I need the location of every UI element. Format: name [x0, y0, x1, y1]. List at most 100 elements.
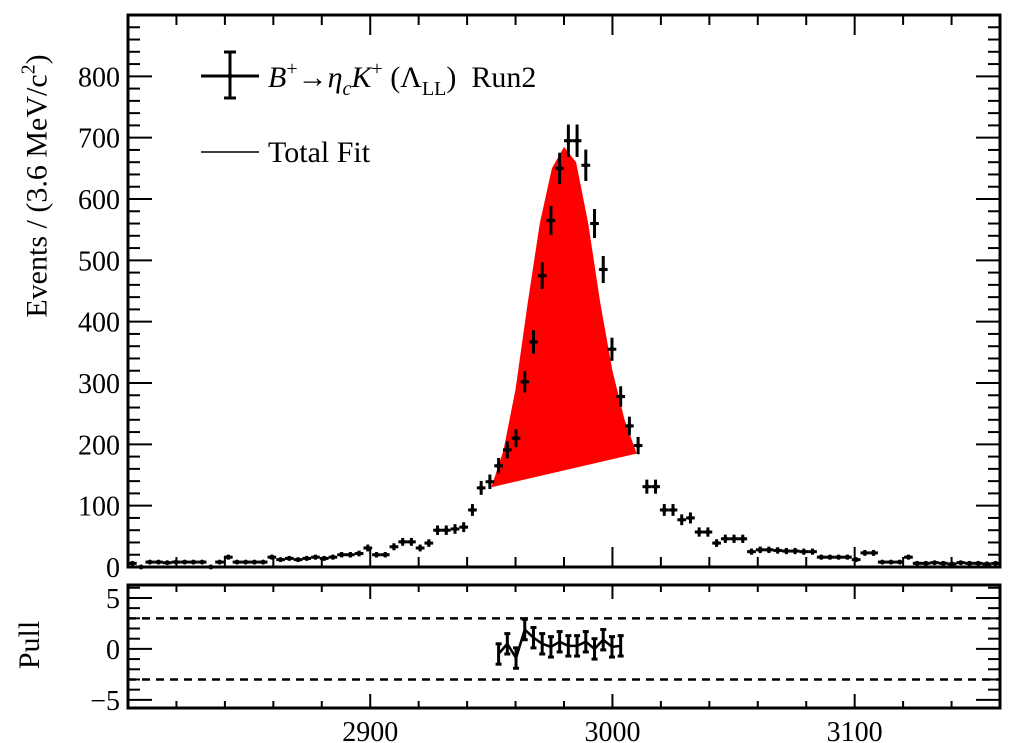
marker: [975, 560, 981, 566]
pull-tick-label: 5: [106, 584, 120, 615]
data-point: [328, 554, 338, 560]
data-point: [738, 534, 748, 543]
marker: [391, 544, 397, 550]
data-point: [712, 539, 721, 547]
data-point: [869, 549, 878, 556]
pull-frame: [126, 583, 1002, 710]
marker: [748, 549, 754, 555]
data-point: [424, 539, 434, 547]
data-point: [337, 551, 346, 558]
marker: [626, 423, 632, 429]
y-tick-label: 700: [78, 124, 120, 155]
marker: [705, 529, 711, 535]
data-point: [154, 559, 163, 565]
marker: [635, 443, 641, 449]
marker: [504, 447, 510, 453]
signal-fit-area: [491, 146, 637, 488]
data-point: [476, 480, 486, 495]
marker: [190, 559, 196, 565]
data-point: [346, 551, 355, 558]
pull-point: [556, 630, 563, 654]
marker: [722, 536, 728, 542]
marker: [827, 554, 833, 560]
marker: [557, 165, 563, 171]
pull-point: [582, 630, 589, 654]
marker: [836, 554, 842, 560]
data-point: [459, 522, 469, 533]
marker: [862, 550, 868, 556]
data-point: [825, 554, 835, 560]
marker: [958, 560, 964, 566]
pull-point: [521, 617, 528, 642]
data-point: [546, 205, 556, 236]
data-point: [389, 543, 399, 551]
data-point: [407, 537, 416, 546]
data-point: [651, 479, 660, 494]
pull-point: [539, 632, 546, 656]
marker: [539, 273, 545, 279]
legend-run: Run2: [471, 61, 537, 94]
marker: [217, 559, 223, 565]
marker: [417, 545, 423, 551]
marker: [731, 536, 737, 542]
marker: [818, 554, 824, 560]
y-tick-label: 500: [78, 246, 120, 277]
marker: [914, 560, 920, 566]
marker: [243, 559, 249, 565]
y-tick-label: 800: [78, 62, 120, 93]
data-point: [668, 504, 678, 516]
data-point: [659, 504, 669, 516]
data-point: [747, 548, 756, 555]
data-point: [276, 557, 285, 563]
data-point: [572, 124, 582, 157]
data-point: [189, 559, 198, 565]
y-axis-label: Events / (3.6 MeV/c2): [18, 54, 55, 317]
marker: [600, 267, 606, 273]
marker: [810, 549, 816, 555]
marker: [312, 554, 318, 560]
data-point: [284, 555, 294, 561]
marker: [435, 527, 441, 533]
data-point: [790, 547, 800, 555]
legend-b-sup: +: [286, 58, 298, 80]
y-tick-label: 600: [78, 185, 120, 216]
marker: [286, 555, 292, 561]
data-point: [354, 550, 364, 557]
marker: [295, 557, 301, 563]
legend-eta: η: [327, 61, 343, 94]
marker: [478, 485, 484, 491]
marker: [565, 138, 571, 144]
marker: [443, 527, 449, 533]
y-tick-label: 300: [78, 369, 120, 400]
marker: [844, 554, 850, 560]
marker: [940, 560, 946, 566]
marker: [905, 554, 911, 560]
data-point: [180, 559, 190, 565]
pull-tick-label: −5: [90, 686, 120, 717]
marker: [609, 346, 615, 352]
marker: [129, 560, 135, 566]
y-axis-label-close: ): [20, 54, 54, 65]
marker: [783, 548, 789, 554]
marker: [714, 540, 720, 546]
marker: [156, 559, 162, 565]
pull-point: [513, 646, 520, 670]
pull-point: [600, 628, 607, 652]
marker: [696, 529, 702, 535]
marker: [339, 552, 345, 558]
marker: [513, 435, 519, 441]
marker: [871, 550, 877, 556]
data-point: [415, 544, 425, 552]
data-point: [398, 537, 408, 546]
marker: [932, 560, 938, 566]
marker: [775, 547, 781, 553]
data-point: [755, 546, 765, 554]
marker: [182, 559, 188, 565]
y-axis-label-sup: 2: [17, 64, 40, 75]
data-point: [250, 559, 259, 565]
data-point: [851, 557, 861, 563]
marker: [653, 484, 659, 490]
marker: [522, 379, 528, 385]
data-point: [956, 560, 966, 566]
pull-point: [530, 625, 537, 650]
